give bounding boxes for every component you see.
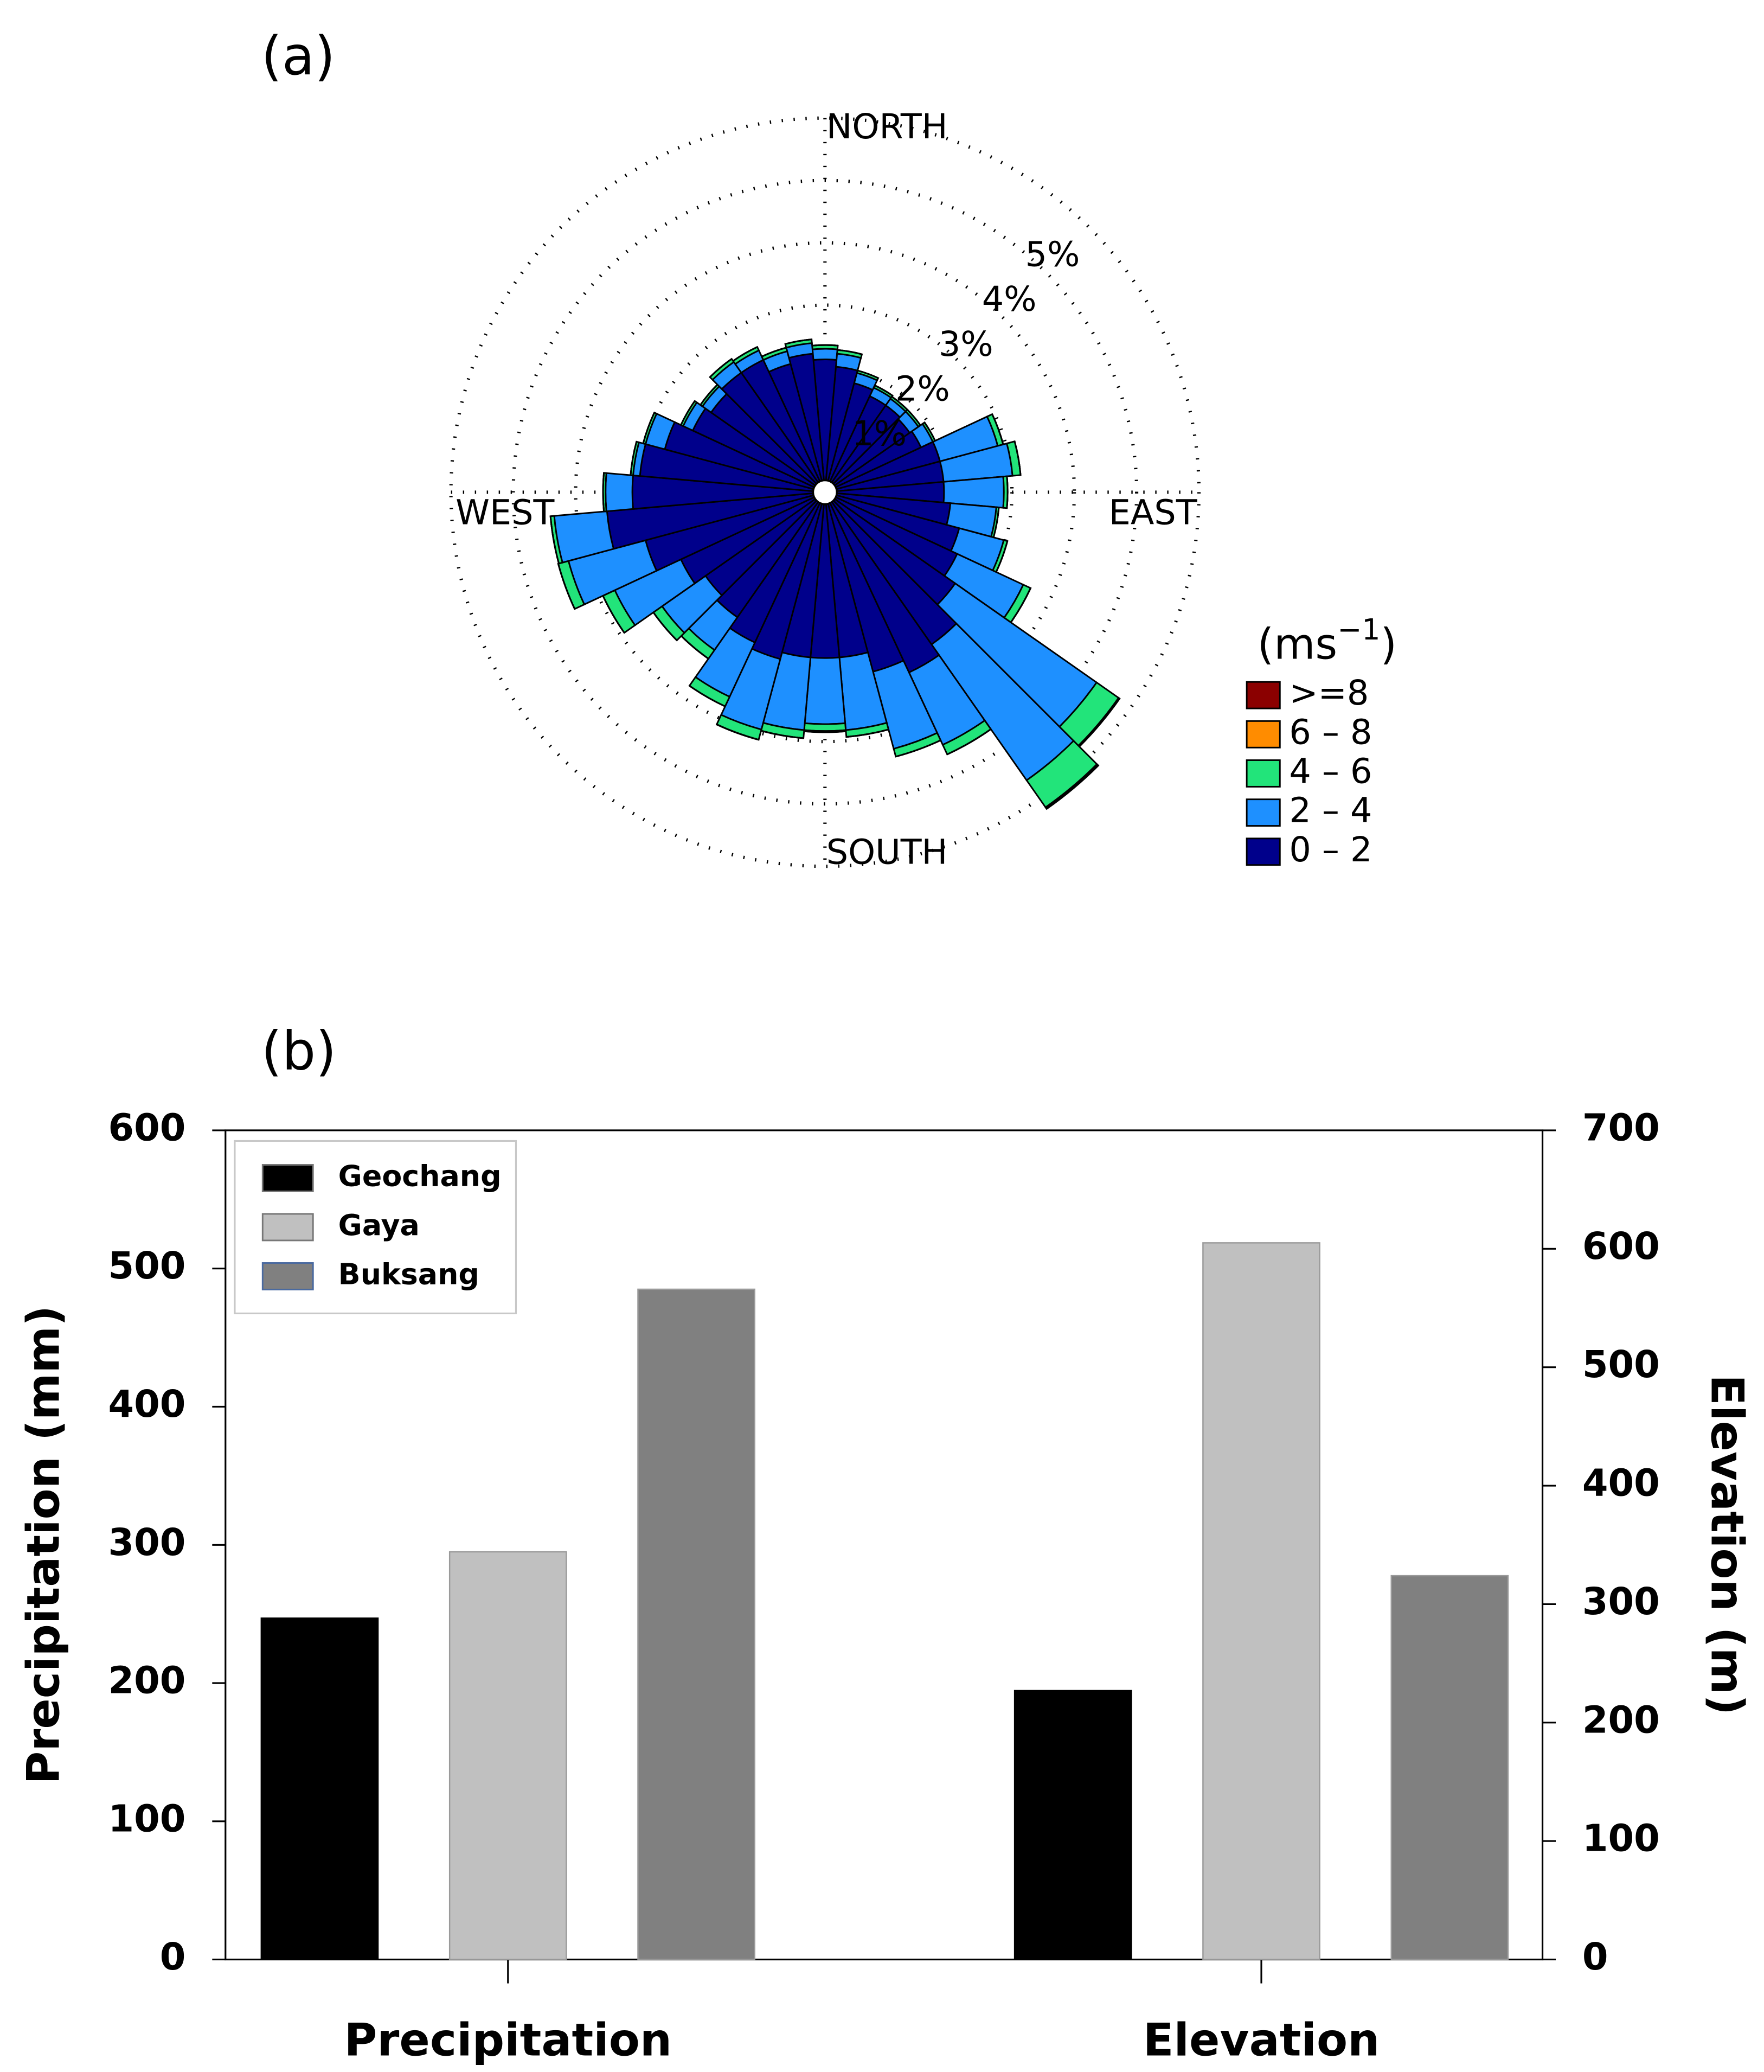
bar (448, 1551, 567, 1960)
grid-ring (511, 178, 1139, 806)
legend-label: Buksang (338, 1257, 479, 1291)
y2-tick-label: 0 (1582, 1935, 1608, 1979)
rose-segment (785, 338, 812, 345)
legend-label: 4 – 6 (1289, 751, 1372, 791)
y-tick-label: 600 (108, 1106, 186, 1149)
r-tick-label: 3% (939, 324, 993, 364)
legend-swatch (1246, 798, 1281, 827)
y-tick-label: 300 (108, 1521, 186, 1564)
bar (637, 1288, 755, 1960)
bar (1202, 1242, 1320, 1960)
y2-tick-label: 200 (1582, 1698, 1660, 1742)
rose-segment (804, 656, 846, 725)
r-tick-label: 4% (982, 279, 1037, 319)
r-tick-label: 5% (1025, 234, 1080, 274)
y-axis-title: Precipitation (mm) (17, 1306, 70, 1785)
panel-label: (b) (261, 1020, 336, 1082)
center-hole (812, 479, 838, 506)
rose-segment (804, 730, 846, 733)
y-tick-label: 400 (108, 1383, 186, 1426)
rose-segment (1006, 476, 1009, 508)
legend-swatch (1246, 681, 1281, 709)
legend-title: (ms−1) (1258, 612, 1397, 669)
legend-label: 0 – 2 (1289, 829, 1372, 869)
y2-tick-label: 400 (1582, 1462, 1660, 1505)
rose-segment (709, 358, 733, 378)
bar (1014, 1690, 1132, 1960)
rose-segment (549, 516, 560, 564)
y2-tick-label: 100 (1582, 1817, 1660, 1860)
rose-segment (812, 344, 838, 347)
legend-label: 6 – 8 (1289, 712, 1372, 752)
legend-swatch (1246, 720, 1281, 749)
compass-label: SOUTH (826, 832, 948, 872)
y2-tick-label: 700 (1582, 1106, 1660, 1149)
legend-swatch (261, 1164, 314, 1192)
rose-segment (857, 369, 879, 379)
x-tick-label: Elevation (1143, 2014, 1380, 2067)
r-tick-label: 2% (895, 369, 950, 409)
rose-segment (846, 728, 889, 738)
rose-segment (642, 412, 656, 444)
y2-tick-label: 500 (1582, 1343, 1660, 1386)
legend-swatch (261, 1213, 314, 1242)
rose-segment (811, 348, 838, 361)
legend-label: >=8 (1289, 673, 1369, 713)
rose-segment (1045, 764, 1100, 810)
rose-segment (602, 472, 605, 512)
r-tick-label: 1% (852, 413, 907, 453)
legend-swatch (1246, 759, 1281, 788)
y-tick-label: 0 (160, 1935, 186, 1979)
legend-label: Geochang (338, 1159, 502, 1193)
y2-axis-title: Elevation (m) (1701, 1374, 1754, 1715)
compass-label: WEST (456, 493, 555, 533)
panel-label: (a) (261, 25, 335, 87)
y2-tick-label: 300 (1582, 1580, 1660, 1623)
legend-swatch (261, 1262, 314, 1290)
y2-tick-label: 600 (1582, 1225, 1660, 1268)
y-tick-label: 200 (108, 1659, 186, 1703)
x-tick-label: Precipitation (344, 2014, 672, 2067)
legend-label: 2 – 4 (1289, 790, 1372, 830)
compass-label: NORTH (826, 106, 948, 146)
compass-label: EAST (1109, 493, 1198, 533)
bar (260, 1617, 379, 1960)
legend-label: Gaya (338, 1208, 420, 1242)
rose-segment (605, 472, 634, 513)
legend-swatch (1246, 837, 1281, 866)
grid-ring (574, 241, 1076, 744)
y-tick-label: 100 (108, 1797, 186, 1840)
rose-segment (689, 685, 726, 707)
rose-segment (947, 728, 992, 756)
y-tick-label: 500 (108, 1244, 186, 1288)
bar (1390, 1575, 1509, 1960)
